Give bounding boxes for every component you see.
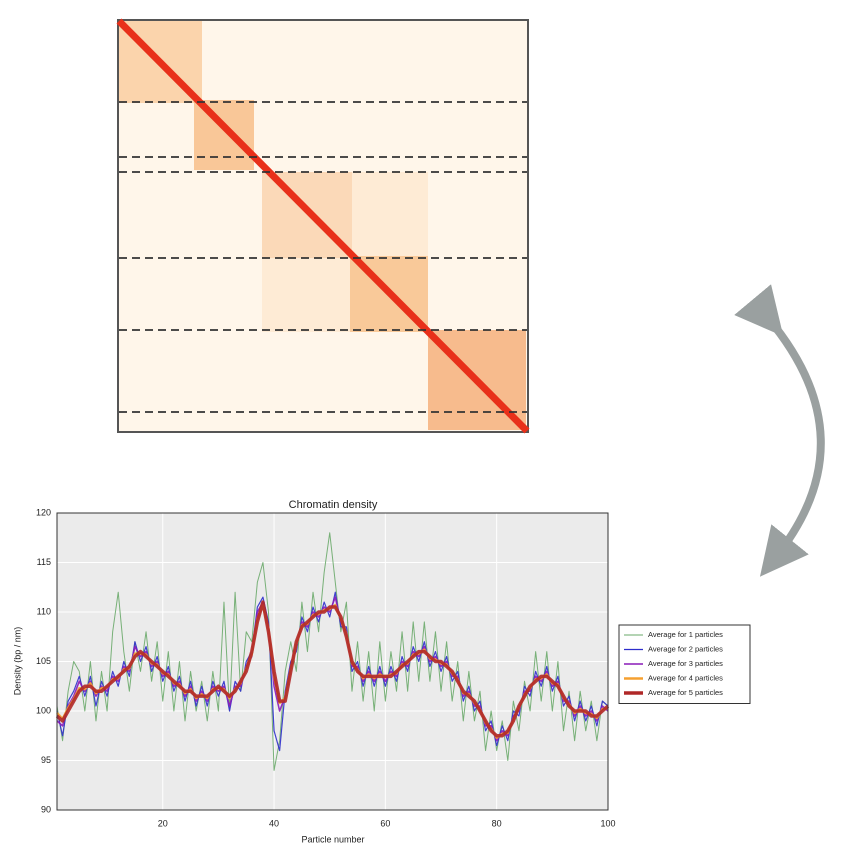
double-arrow [734, 284, 825, 577]
y-tick-label: 105 [36, 656, 51, 666]
y-tick-label: 120 [36, 507, 51, 517]
series-line [55, 600, 610, 738]
legend-label: Average for 2 particles [648, 644, 723, 653]
x-tick-label: 60 [380, 818, 390, 828]
y-tick-label: 90 [41, 804, 51, 814]
contact-map [116, 18, 530, 434]
legend-label: Average for 4 particles [648, 673, 723, 682]
x-axis-label: Particle number [301, 834, 364, 844]
legend-label: Average for 3 particles [648, 659, 723, 668]
y-tick-label: 100 [36, 705, 51, 715]
y-axis-label: Density (bp / nm) [12, 627, 22, 696]
y-tick-label: 95 [41, 755, 51, 765]
x-tick-label: 80 [492, 818, 502, 828]
plot-frame [56, 512, 609, 811]
x-tick-label: 100 [600, 818, 615, 828]
legend-label: Average for 5 particles [648, 688, 723, 697]
chart-title: Chromatin density [289, 499, 378, 511]
x-tick-label: 40 [269, 818, 279, 828]
legend-label: Average for 1 particles [648, 630, 723, 639]
y-tick-label: 115 [37, 557, 51, 567]
y-tick-label: 110 [37, 606, 51, 616]
x-tick-label: 20 [158, 818, 168, 828]
